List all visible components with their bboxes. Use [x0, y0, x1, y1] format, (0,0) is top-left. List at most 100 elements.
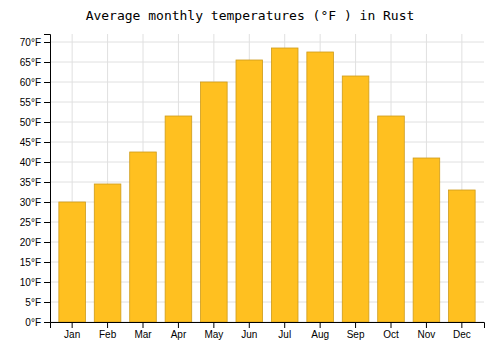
tick-label: Nov [418, 329, 436, 340]
tick-mark [44, 222, 50, 223]
tick-label: 60°F [20, 77, 41, 88]
bar [165, 116, 192, 322]
tick-mark [44, 102, 50, 103]
bar [94, 184, 121, 322]
tick: 35°F [20, 177, 50, 188]
tick-mark [72, 322, 73, 328]
tick: 5°F [25, 297, 50, 308]
grid [50, 34, 484, 322]
tick-label: Feb [99, 329, 117, 340]
tick-label: Sep [347, 329, 365, 340]
tick-mark [44, 182, 50, 183]
y-axis: 0°F5°F10°F15°F20°F25°F30°F35°F40°F45°F50… [20, 35, 51, 328]
tick: Dec [453, 322, 471, 340]
tick-label: 30°F [20, 197, 41, 208]
tick-label: Mar [134, 329, 152, 340]
tick: 0°F [25, 317, 50, 328]
tick-mark [44, 262, 50, 263]
tick-mark [44, 62, 50, 63]
tick-mark [107, 322, 108, 328]
bar [413, 158, 440, 322]
plot: 0°F5°F10°F15°F20°F25°F30°F35°F40°F45°F50… [20, 34, 485, 340]
tick-mark [44, 322, 50, 323]
tick-label: 65°F [20, 57, 41, 68]
tick: 50°F [20, 117, 50, 128]
bar [378, 116, 405, 322]
bars [59, 48, 475, 322]
tick: Apr [171, 322, 187, 340]
tick-mark [44, 202, 50, 203]
bar [59, 202, 86, 322]
tick-label: 0°F [25, 317, 41, 328]
tick-label: Oct [383, 329, 399, 340]
tick-label: 15°F [20, 257, 41, 268]
grid-line [50, 82, 484, 83]
tick-label: 5°F [25, 297, 41, 308]
tick-mark [44, 122, 50, 123]
bar [449, 190, 476, 322]
tick: Mar [134, 322, 152, 340]
tick-mark [249, 322, 250, 328]
tick-label: Aug [311, 329, 329, 340]
tick-mark [391, 322, 392, 328]
tick: Feb [99, 322, 117, 340]
tick-mark [143, 322, 144, 328]
tick-mark [284, 322, 285, 328]
tick: 30°F [20, 197, 50, 208]
tick-mark [178, 322, 179, 328]
tick-mark [44, 42, 50, 43]
tick: 70°F [20, 37, 50, 48]
tick-mark [44, 162, 50, 163]
grid-line [50, 42, 484, 43]
tick: May [204, 322, 223, 340]
tick: 10°F [20, 277, 50, 288]
tick-mark [355, 322, 356, 328]
tick: 20°F [20, 237, 50, 248]
tick-mark [461, 322, 462, 328]
grid-line [50, 122, 484, 123]
x-axis: Jan Feb Mar Apr May Jun Jul Aug Sep Oct Nov Dec [51, 322, 485, 340]
grid-line [50, 142, 484, 143]
tick: 60°F [20, 77, 50, 88]
tick-label: Dec [453, 329, 471, 340]
tick: 40°F [20, 157, 50, 168]
bar [307, 52, 334, 322]
tick: Nov [418, 322, 436, 340]
tick: 15°F [20, 257, 50, 268]
bar [236, 60, 263, 322]
tick: Jun [241, 322, 257, 340]
tick-label: 70°F [20, 37, 41, 48]
tick: 45°F [20, 137, 50, 148]
title: Average monthly temperatures (°F ) in Ru… [86, 8, 415, 23]
tick-label: Jan [64, 329, 80, 340]
tick-mark [44, 82, 50, 83]
tick-label: Jun [241, 329, 257, 340]
grid-line [50, 102, 484, 103]
tick-label: 50°F [20, 117, 41, 128]
tick: Jan [64, 322, 80, 340]
tick-mark [44, 302, 50, 303]
tick-mark [44, 242, 50, 243]
tick-label: 55°F [20, 97, 41, 108]
tick: Oct [383, 322, 399, 340]
axis-line [44, 35, 51, 323]
bar [271, 48, 298, 322]
tick-label: 35°F [20, 177, 41, 188]
tick-label: 40°F [20, 157, 41, 168]
chart: 0°F5°F10°F15°F20°F25°F30°F35°F40°F45°F50… [0, 0, 500, 350]
tick: 55°F [20, 97, 50, 108]
tick-mark [213, 322, 214, 328]
tick-mark [44, 282, 50, 283]
tick: 65°F [20, 57, 50, 68]
bar [201, 82, 228, 322]
tick-mark [426, 322, 427, 328]
tick: Sep [347, 322, 365, 340]
tick-mark [44, 142, 50, 143]
tick-mark [320, 322, 321, 328]
tick: Aug [311, 322, 329, 340]
tick-label: May [204, 329, 223, 340]
tick-label: 20°F [20, 237, 41, 248]
tick: Jul [278, 322, 291, 340]
tick-label: 45°F [20, 137, 41, 148]
bar [342, 76, 369, 322]
